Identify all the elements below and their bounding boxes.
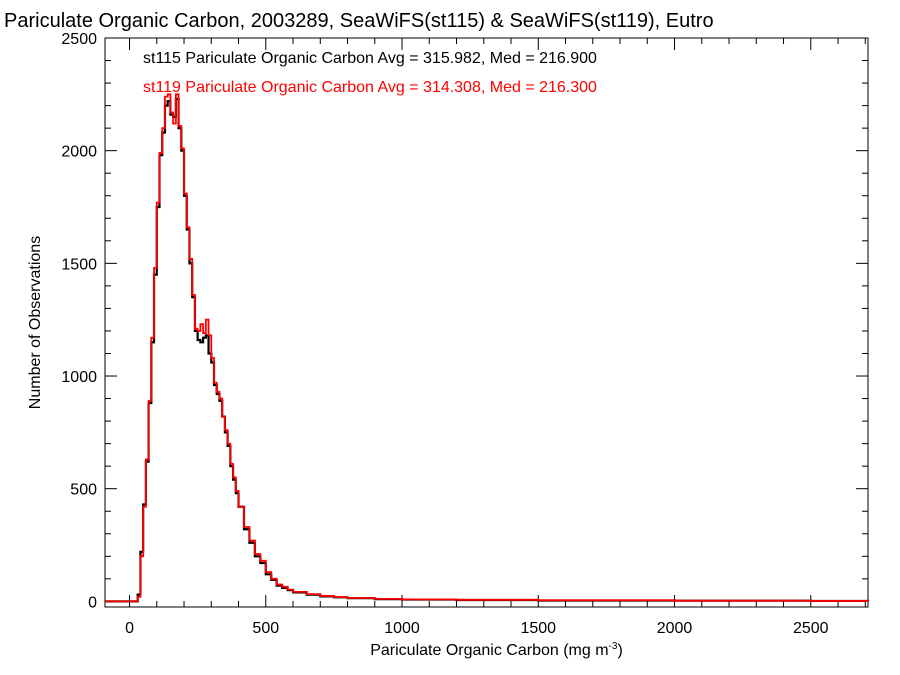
axis-ticks: 0 500 1000 1500 2000 2500 0 500 1000 1500 2000 2500 xyxy=(61,31,868,637)
series-1-line xyxy=(105,93,869,603)
x-axis-label-end: ) xyxy=(617,642,622,659)
y-tick-label: 0 xyxy=(88,594,97,611)
chart-title: Pariculate Organic Carbon, 2003289, SeaW… xyxy=(4,10,714,32)
series-0-line xyxy=(105,97,870,603)
y-tick-label: 2000 xyxy=(61,144,97,161)
x-axis-label-superscript: -3 xyxy=(609,641,618,652)
y-tick-label: 2500 xyxy=(61,31,97,48)
x-tick-label: 0 xyxy=(125,620,134,637)
x-axis-label: Pariculate Organic Carbon (mg m-3) xyxy=(370,641,623,659)
x-axis-label-main: Pariculate Organic Carbon (mg m xyxy=(370,642,608,659)
y-tick-label: 1500 xyxy=(61,256,97,273)
series-layer xyxy=(105,93,870,603)
y-tick-label: 500 xyxy=(70,482,97,499)
plot-frame xyxy=(104,37,869,608)
x-tick-label: 500 xyxy=(252,620,279,637)
x-tick-label: 2000 xyxy=(657,620,693,637)
x-tick-label: 1000 xyxy=(384,620,420,637)
legend-entry-st119: st119 Pariculate Organic Carbon Avg = 31… xyxy=(143,79,597,96)
x-tick-label: 2500 xyxy=(793,620,829,637)
legend-entry-st115: st115 Pariculate Organic Carbon Avg = 31… xyxy=(143,50,597,67)
y-axis-label: Number of Observations xyxy=(27,236,44,409)
x-tick-label: 1500 xyxy=(520,620,556,637)
y-tick-label: 1000 xyxy=(61,369,97,386)
